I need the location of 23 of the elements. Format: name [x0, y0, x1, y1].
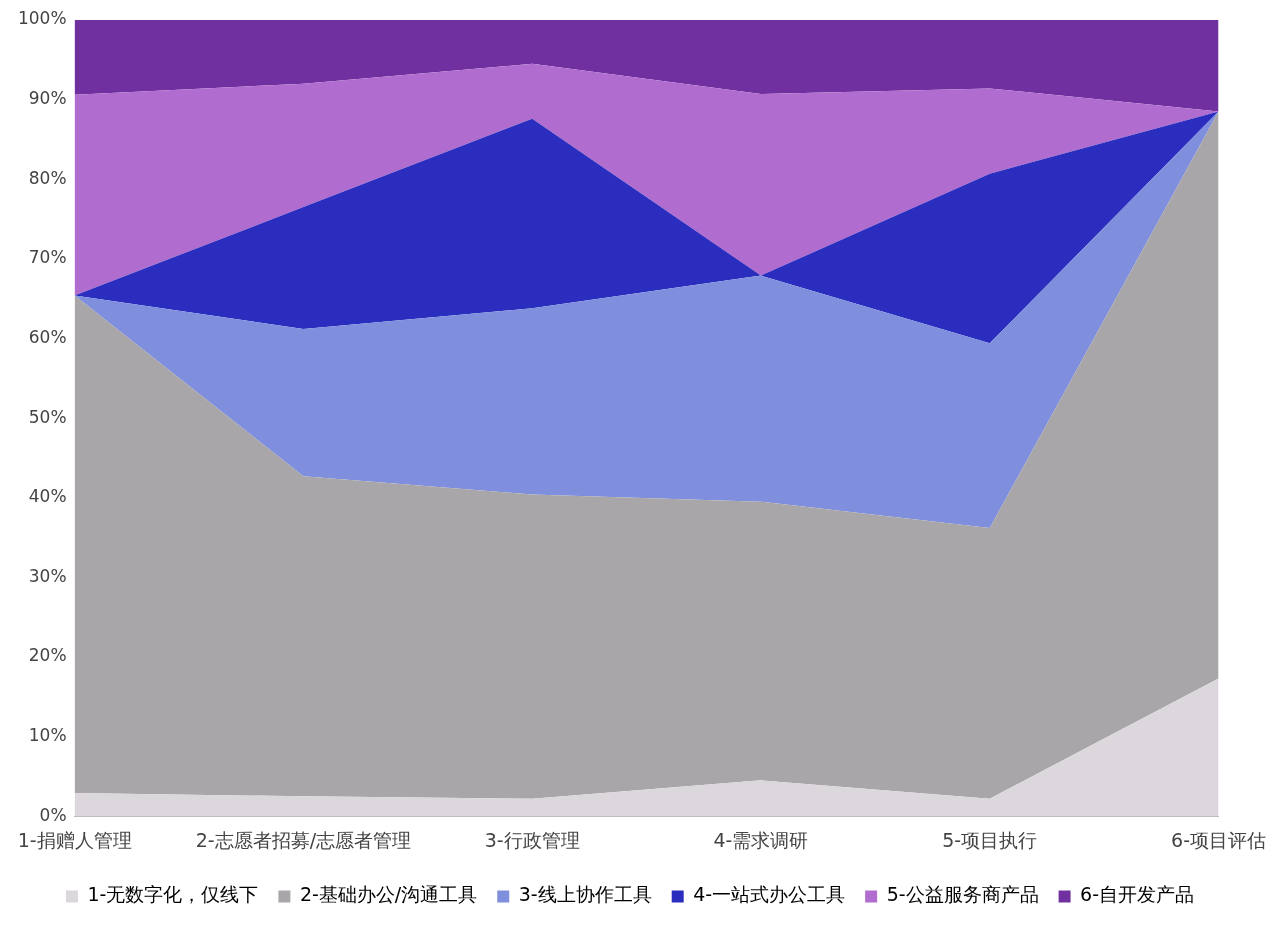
y-tick-label: 100%: [17, 8, 67, 29]
y-tick-label: 50%: [28, 406, 67, 427]
y-tick-label: 60%: [28, 326, 67, 347]
legend-label: 6-自开发产品: [1080, 883, 1195, 906]
y-tick-label: 0%: [39, 804, 67, 825]
x-tick-label: 3-行政管理: [484, 828, 580, 851]
y-tick-label: 40%: [28, 486, 67, 507]
y-tick-label: 10%: [28, 725, 67, 745]
x-tick-label: 5-项目执行: [942, 828, 1038, 851]
x-tick-label: 2-志愿者招募/志愿者管理: [195, 828, 412, 851]
y-tick-label: 90%: [28, 88, 67, 109]
legend-label: 3-线上协作工具: [518, 883, 652, 906]
x-tick-label: 1-捐赠人管理: [17, 828, 132, 851]
legend-label: 1-无数字化，仅线下: [87, 883, 259, 906]
y-tick-label: 20%: [28, 645, 67, 666]
y-tick-label: 80%: [28, 167, 67, 188]
x-tick-label: 6-项目评估: [1171, 828, 1266, 851]
legend-label: 2-基础办公/沟通工具: [299, 883, 478, 906]
x-tick-label: 4-需求调研: [713, 828, 809, 851]
legend-label: 5-公益服务商产品: [886, 883, 1039, 906]
legend-label: 4-一站式办公工具: [693, 883, 846, 906]
y-tick-label: 30%: [28, 565, 67, 586]
y-tick-label: 70%: [28, 247, 67, 268]
